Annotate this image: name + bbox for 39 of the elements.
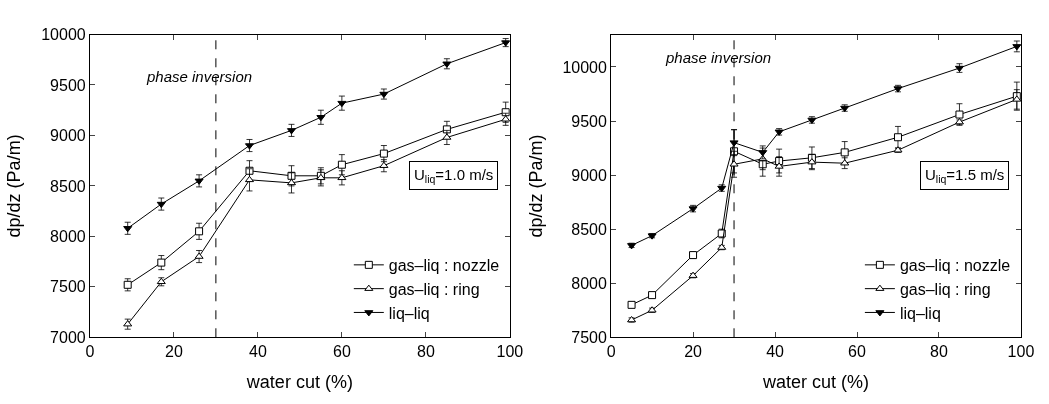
x-axis-title: water cut (%)	[761, 371, 870, 392]
y-tick-label: 7000	[50, 328, 86, 346]
x-tick-label: 60	[332, 343, 351, 361]
x-tick-label: 0	[85, 343, 95, 361]
y-tick-label: 8500	[50, 177, 86, 195]
y-tick-label: 8000	[571, 274, 607, 292]
y-axis-title: dp/dz (Pa/m)	[4, 134, 25, 238]
x-tick-label: 100	[496, 343, 524, 361]
x-tick-label: 0	[606, 343, 616, 361]
x-tick-label: 100	[1007, 343, 1035, 361]
y-tick-label: 9500	[50, 76, 86, 94]
y-axis-title: dp/dz (Pa/m)	[525, 134, 546, 238]
y-tick-label: 8500	[571, 220, 607, 238]
legend-label: gas–liq : ring	[388, 280, 480, 298]
x-tick-label: 40	[248, 343, 267, 361]
x-tick-label: 80	[930, 343, 948, 361]
legend-label: gas–liq : ring	[899, 280, 991, 298]
y-tick-label: 9000	[50, 127, 86, 145]
x-tick-label: 20	[165, 343, 183, 361]
annotation: phase inversion	[146, 68, 253, 85]
annotation: phase inversion	[665, 49, 772, 66]
x-tick-label: 40	[766, 343, 785, 361]
y-tick-label: 7500	[50, 278, 86, 296]
legend-label: liq–liq	[899, 304, 941, 322]
y-tick-label: 9000	[571, 166, 607, 184]
legend-label: gas–liq : nozzle	[899, 257, 1011, 275]
x-tick-label: 80	[416, 343, 435, 361]
annotation: U$_{liq}$=1.5 m/s	[925, 166, 1005, 186]
y-tick-label: 10000	[562, 58, 607, 76]
x-tick-label: 20	[684, 343, 703, 361]
annotation: U$_{liq}$=1.0 m/s	[414, 166, 494, 186]
y-tick-label: 10000	[41, 26, 86, 44]
x-axis-title: water cut (%)	[245, 371, 353, 392]
legend-label: liq–liq	[388, 304, 430, 322]
legend-label: gas–liq : nozzle	[388, 257, 500, 275]
x-tick-label: 60	[848, 343, 866, 361]
y-tick-label: 8000	[50, 227, 86, 245]
y-tick-label: 9500	[571, 112, 607, 130]
y-tick-label: 7500	[571, 328, 607, 346]
